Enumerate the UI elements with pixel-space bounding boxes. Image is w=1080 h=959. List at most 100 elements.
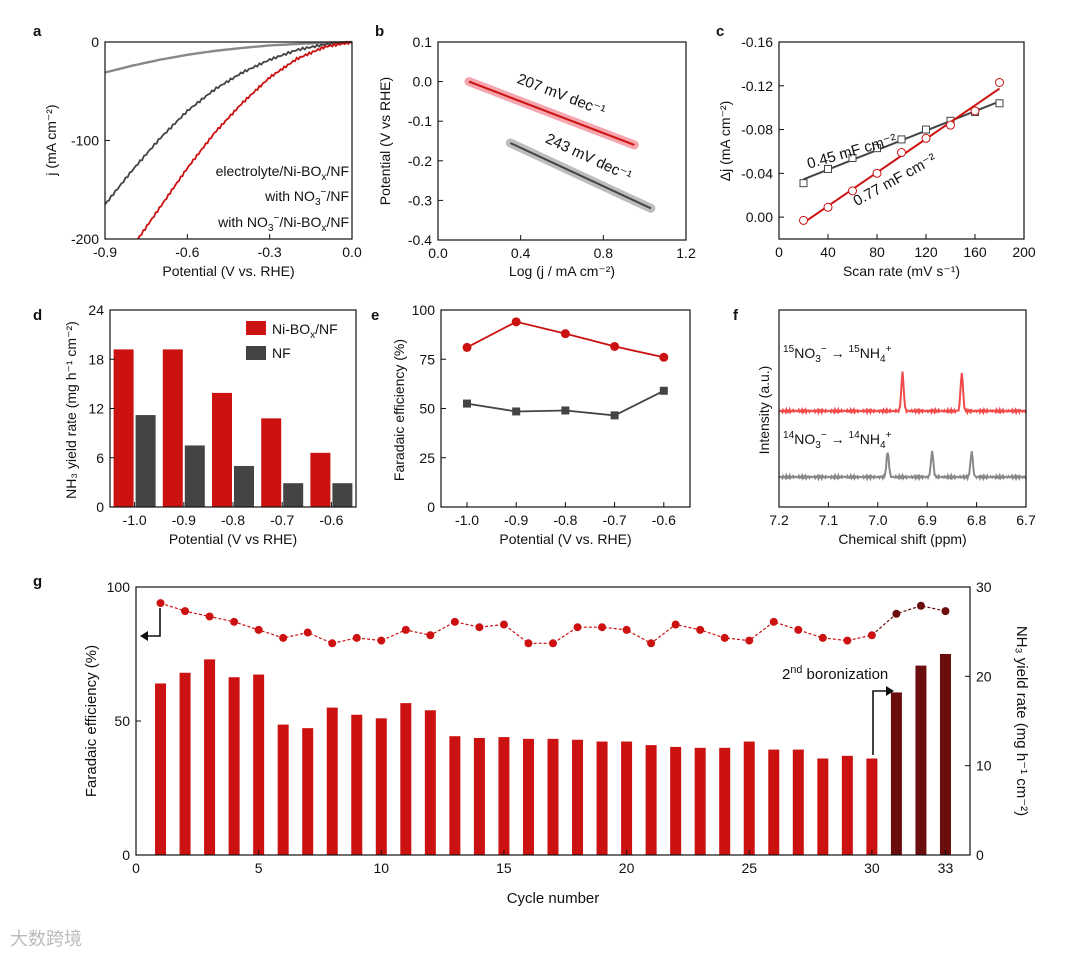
label-part: NH	[860, 431, 880, 447]
bar	[424, 710, 436, 855]
x-tick-label: -1.0	[455, 512, 479, 528]
y-axis-title: Intensity (a.u.)	[756, 366, 772, 455]
spectrum-line	[778, 371, 1027, 416]
label-part: 3	[815, 354, 821, 365]
spectrum-label: 14NO3− → 14NH4+	[783, 430, 892, 451]
x-tick-label: 0.8	[594, 245, 614, 261]
arrow-head	[886, 686, 894, 696]
x-tick-label: -0.3	[258, 244, 282, 260]
y-tick-label: 6	[96, 450, 104, 466]
plot-frame-a	[104, 41, 353, 240]
arrow-head	[140, 631, 148, 641]
x-axis-title: Potential (V vs. RHE)	[499, 531, 631, 547]
label-part: −	[821, 344, 827, 355]
fit-line	[509, 142, 652, 210]
bar	[792, 749, 804, 855]
label-part: /Ni-BO	[279, 214, 321, 230]
x-tick-label: -0.6	[175, 244, 199, 260]
data-point	[946, 120, 955, 130]
y-tick-label: 0	[91, 34, 99, 50]
x-tick-label: 0	[775, 244, 783, 260]
data-point	[848, 154, 857, 163]
data-point	[511, 317, 521, 327]
x-axis-title: Potential (V vs. RHE)	[162, 263, 294, 279]
x-tick-label: 160	[963, 244, 987, 260]
fe-line	[871, 605, 946, 636]
label-part: 4	[880, 440, 886, 451]
data-point	[873, 144, 881, 153]
bar	[547, 738, 559, 855]
x-tick-label: 0.4	[511, 245, 531, 261]
label-part: +	[886, 344, 892, 355]
boronization-arrow	[872, 690, 888, 755]
data-point	[462, 342, 472, 352]
x-tick-label: 120	[914, 244, 938, 260]
label-part: /NF	[326, 163, 349, 179]
y-axis-title: Δj (mA cm⁻²)	[717, 101, 733, 182]
x-tick-label: 25	[741, 860, 757, 876]
y-tick-label: 25	[419, 450, 435, 466]
label-part: NO	[794, 345, 815, 361]
label-part: 3	[815, 440, 821, 451]
bar	[719, 747, 731, 855]
data-point	[843, 636, 852, 645]
bar	[283, 483, 304, 507]
data-point	[610, 341, 620, 351]
bar	[204, 659, 216, 855]
label-part: /NF	[326, 214, 349, 230]
label-part: x	[310, 330, 315, 341]
data-point	[941, 607, 950, 616]
label-part: −	[274, 213, 280, 224]
y-tick-label: 0	[427, 499, 435, 515]
panel-letter-d: d	[33, 307, 42, 324]
spectrum-line	[778, 450, 1027, 482]
data-point	[848, 186, 857, 196]
bar	[155, 683, 167, 855]
y-tick-label: 0.00	[746, 209, 773, 225]
data-point	[279, 633, 288, 642]
legend-entry: Ni-BOx/NF	[272, 321, 338, 341]
data-point	[181, 607, 190, 616]
data-point	[450, 617, 459, 626]
y-axis-title: Faradaic efficiency (%)	[83, 645, 100, 797]
x-tick-label: 7.1	[819, 512, 839, 528]
bar	[113, 349, 134, 507]
y-tick-label: 0.0	[413, 74, 433, 90]
data-point	[867, 631, 876, 640]
y-tick-label: 12	[88, 401, 104, 417]
label-part: NH	[860, 345, 880, 361]
y-tick-label: 18	[88, 351, 104, 367]
data-point	[823, 202, 833, 212]
data-point	[799, 179, 808, 188]
y-tick-label: 100	[107, 579, 131, 595]
data-point	[970, 106, 980, 116]
data-point	[254, 625, 263, 634]
data-point	[897, 135, 906, 144]
axis-arrow	[146, 608, 161, 637]
data-point	[824, 164, 832, 173]
x-tick-label: 6.7	[1016, 512, 1036, 528]
bar	[645, 745, 657, 855]
x-tick-label: -0.9	[172, 512, 196, 528]
label-part: +	[886, 430, 892, 441]
x-axis-title: Potential (V vs RHE)	[169, 531, 297, 547]
x-tick-label: -0.6	[319, 512, 343, 528]
label-part: x	[321, 223, 326, 234]
x-axis-title: Cycle number	[507, 890, 600, 907]
watermark: 大数跨境	[10, 929, 82, 950]
y-tick-label: -0.08	[741, 122, 773, 138]
y-right-tick-label: 30	[976, 579, 992, 595]
data-point	[352, 633, 361, 642]
data-point	[549, 639, 557, 648]
panel-letter-c: c	[716, 23, 724, 40]
y-tick-label: -0.3	[408, 192, 432, 208]
legend-entry: with NO3−/NF	[264, 187, 349, 208]
data-point	[573, 623, 582, 632]
x-tick-label: 15	[496, 860, 512, 876]
label-part: 3	[315, 197, 321, 208]
x-tick-label: -0.6	[652, 512, 676, 528]
data-point	[769, 617, 778, 626]
panel-letter-g: g	[33, 573, 42, 590]
x-tick-label: -0.9	[93, 244, 117, 260]
